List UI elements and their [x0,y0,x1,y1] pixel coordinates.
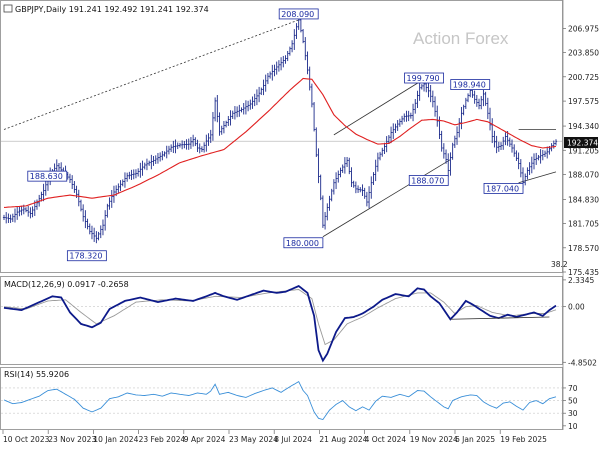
time-tick-label: 19 Feb 2025 [500,435,547,444]
watermark: Action Forex [413,29,509,48]
time-tick-label: 10 Jan 2024 [93,435,138,444]
price-panel-frame [0,0,563,273]
annotation-label: 178.320 [69,252,102,261]
price-bars [2,16,558,244]
current-price-label: 192.374 [567,139,598,148]
rsi-tick-label: 50 [568,397,578,406]
annotation-box [27,170,68,182]
annotation-label: 199.790 [407,74,440,83]
price-axis: 206.975 203.850 200.725 197.575 194.340 191.2… [563,25,599,277]
macd-main-line [3,284,557,363]
trendline [333,77,427,136]
time-tick-label: 10 Oct 2023 [3,435,50,444]
rsi-lines [3,380,557,421]
macd-signal-line [3,289,557,346]
sma-55-line [3,77,557,208]
macd-tick-label: 2.3345 [568,276,594,285]
time-tick-label: 23 Nov 2023 [48,435,96,444]
price-tick-label: 178.570 [568,244,599,253]
guide-lines [1,140,562,414]
annotation-label: 180.000 [286,239,319,248]
time-tick-label: 6 Jan 2025 [455,435,495,444]
time-tick-label: 23 Feb 2024 [139,435,186,444]
rsi-title: RSI(14) 55.9206 [4,370,69,379]
rsi-tick-label: 70 [568,384,578,393]
rsi-panel-frame [0,367,563,430]
annotation-box [404,72,444,84]
time-tick-label: 9 Apr 2024 [184,435,226,444]
time-tick-label: 19 Nov 2024 [410,435,458,444]
macd-tick-label: -4.8502 [568,358,597,367]
annotation-label: 208.090 [281,10,314,19]
trendline [518,171,557,184]
price-chart-title: GBPJPY,Daily 191.241 192.492 191.241 192… [15,5,209,14]
time-tick-label: 4 Oct 2024 [365,435,407,444]
macd-lines [3,284,557,363]
trendline [3,19,299,130]
current-price-tag [564,137,598,148]
rsi-line [3,380,557,421]
fib-level-note: 38.2 [551,260,568,269]
annotation-label: 198.940 [453,81,486,90]
time-tick-label: 21 Aug 2024 [319,435,367,444]
price-tick-label: 188.070 [568,170,599,179]
rsi-axis: 70 50 30 10 [563,384,578,431]
macd-trendline [450,316,550,320]
macd-title: MACD(12,26,9) 0.0917 -0.2658 [4,280,129,289]
moving-average [3,77,557,208]
macd-tick-label: 0.00 [568,303,585,312]
price-tick-label: 200.725 [568,73,599,82]
annotation-label: 188.630 [30,172,63,181]
price-tick-label: 191.205 [568,146,599,155]
price-tick-label: 206.975 [568,25,599,34]
price-tick-label: 181.705 [568,220,599,229]
price-panel-icon [3,4,13,13]
time-tick-label: 23 May 2024 [229,435,278,444]
price-trendlines [3,19,557,238]
annotation-box [278,8,319,20]
price-tick-label: 184.830 [568,195,599,204]
price-tick-label: 194.340 [568,122,599,131]
annotation-box [483,183,524,194]
macd-axis: 2.3345 0.00 -4.8502 [563,276,597,367]
annotation-box [408,175,449,186]
price-tick-label: 197.575 [568,97,599,106]
trendline [322,159,451,238]
price-tick-label: 175.435 [568,268,599,277]
rsi-tick-label: 10 [568,422,578,431]
annotation-box [450,79,491,90]
macd-panel-frame [0,276,563,365]
annotation-label: 187.040 [486,184,519,193]
rsi-tick-label: 30 [568,409,578,418]
price-tick-label: 203.850 [568,49,599,58]
annotation-box [66,250,107,262]
annotation-box [283,237,324,249]
time-tick-label: 8 Jul 2024 [274,435,312,444]
annotation-label: 188.070 [411,176,444,185]
price-annotations: 208.090 199.790 198.940 188.630 188.070 187.0… [27,8,524,262]
